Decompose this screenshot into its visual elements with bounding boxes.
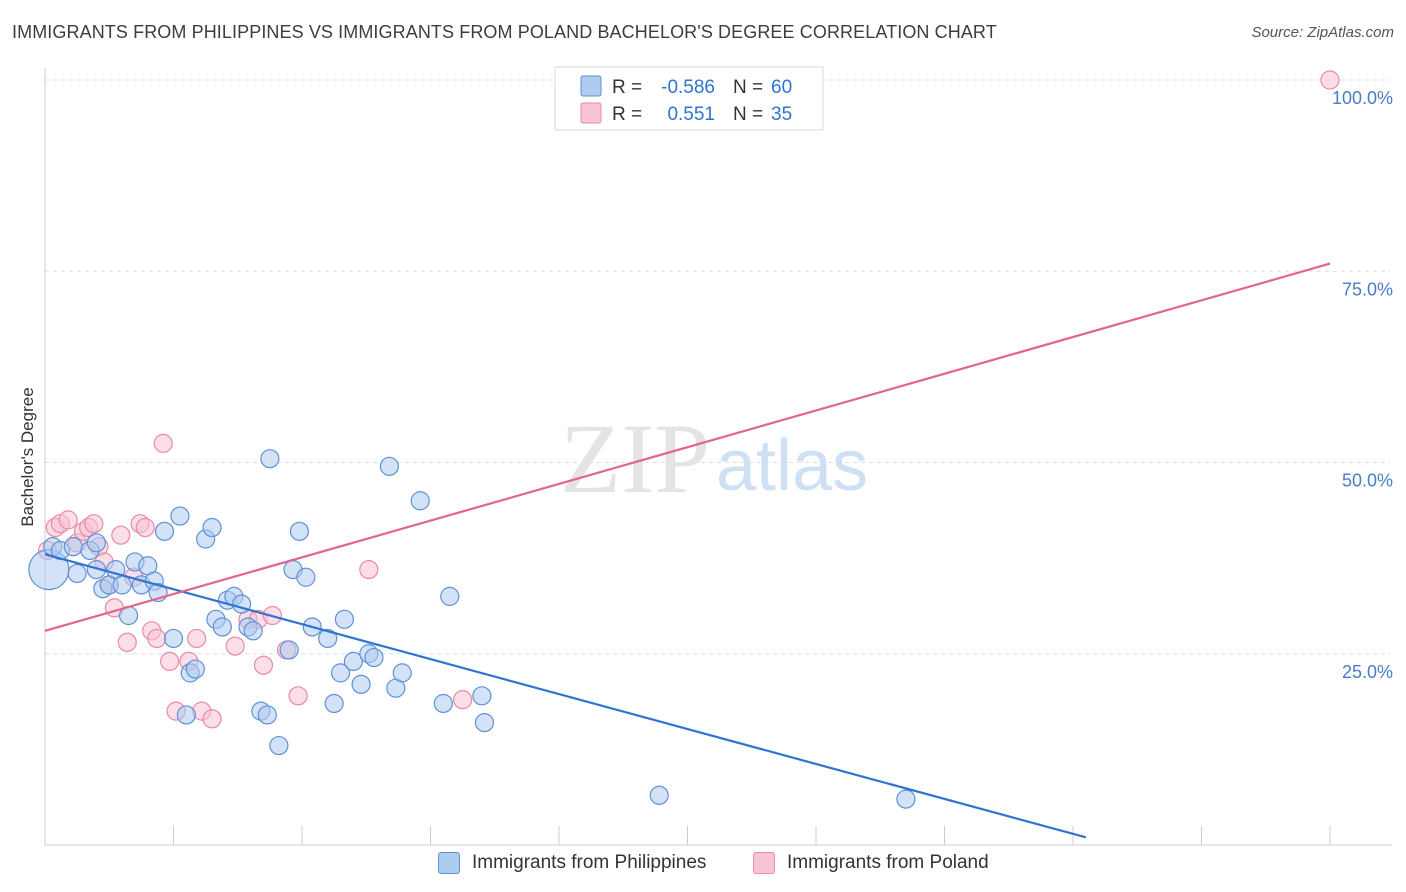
philippines-point	[170, 506, 190, 526]
stats-r-value: -0.586	[661, 77, 715, 98]
chart-title: IMMIGRANTS FROM PHILIPPINES VS IMMIGRANT…	[12, 22, 997, 42]
poland-point	[187, 628, 207, 649]
philippines-point	[296, 567, 316, 587]
philippines-point	[410, 491, 430, 511]
axes	[44, 68, 1392, 846]
source-credit: Source: ZipAtlas.com	[1251, 24, 1394, 41]
legend-item-philippines: Immigrants from Philippines	[438, 852, 706, 874]
y-tick-label: 50.0%	[1342, 471, 1393, 491]
y-tick-label: 75.0%	[1342, 279, 1393, 299]
poland-point	[147, 628, 167, 649]
legend-label-poland: Immigrants from Poland	[787, 852, 989, 873]
poland-point	[84, 514, 104, 534]
poland-points	[37, 70, 1340, 729]
philippines-point	[243, 621, 263, 641]
chart-canvas: ZIP atlas 25.0%50.0%75.0%100.0% 0.0%100.…	[18, 66, 1393, 846]
y-tick-label: 25.0%	[1342, 662, 1393, 682]
philippines-point	[379, 456, 399, 476]
legend-label-philippines: Immigrants from Philippines	[472, 852, 707, 873]
y-tick-labels: 25.0% 50.0% 75.0% 100.0%	[1332, 88, 1393, 682]
philippines-point	[112, 575, 132, 595]
philippines-point	[67, 563, 87, 584]
y-axis-label: Bachelor's Degree	[18, 387, 37, 526]
philippines-point	[63, 537, 83, 557]
legend-swatch-philippines	[438, 852, 460, 874]
philippines-point	[364, 647, 384, 668]
philippines-point	[212, 617, 232, 637]
philippines-point	[154, 521, 175, 541]
poland-point	[160, 651, 180, 672]
poland-point	[1320, 70, 1340, 90]
legend-item-poland: Immigrants from Poland	[753, 852, 989, 874]
legend-swatch-poland	[753, 852, 775, 874]
watermark-atlas: atlas	[716, 426, 868, 506]
poland-point	[117, 632, 137, 652]
stats-n-value: 60	[771, 77, 792, 98]
philippines-point	[649, 785, 669, 805]
poland-trend-line	[44, 262, 1331, 632]
stats-n-label: N =	[733, 77, 763, 98]
philippines-point	[257, 705, 277, 725]
philippines-point	[163, 628, 184, 649]
trend-lines	[44, 262, 1331, 839]
philippines-point	[289, 521, 310, 541]
poland-point	[288, 686, 308, 706]
philippines-point	[86, 533, 107, 553]
poland-point	[453, 690, 473, 710]
philippines-point	[896, 789, 916, 809]
poland-point	[111, 525, 131, 545]
stats-r-label: R =	[612, 104, 642, 125]
stats-r-value: 0.551	[667, 104, 715, 125]
poland-point	[253, 655, 274, 675]
philippines-point	[351, 674, 371, 694]
poland-point	[359, 559, 379, 580]
philippines-point	[334, 609, 355, 629]
philippines-point	[185, 659, 205, 679]
philippines-point	[343, 651, 363, 672]
stats-r-label: R =	[612, 77, 642, 98]
stats-swatch-philippines	[580, 75, 602, 97]
philippines-point	[176, 705, 196, 725]
stats-n-value: 35	[771, 104, 792, 125]
stats-swatch-poland	[580, 102, 602, 124]
watermark: ZIP atlas	[560, 403, 868, 514]
stats-n-label: N =	[733, 104, 763, 125]
poland-point	[153, 433, 173, 453]
philippines-point	[440, 586, 460, 606]
philippines-point	[202, 517, 222, 538]
gridlines	[45, 79, 1390, 655]
y-tick-label: 100.0%	[1332, 88, 1393, 108]
philippines-point	[324, 693, 344, 714]
poland-point	[58, 510, 78, 530]
philippines-point	[318, 628, 338, 649]
philippines-point	[279, 640, 299, 660]
poland-point	[135, 517, 155, 538]
watermark-zip: ZIP	[560, 403, 710, 514]
philippines-point	[330, 663, 351, 683]
stats-legend: R = -0.586 N = 60 R = 0.551 N = 35	[554, 66, 824, 131]
philippines-points	[28, 449, 916, 809]
philippines-point	[472, 686, 492, 706]
philippines-trend-line	[44, 553, 1087, 839]
poland-point	[202, 709, 222, 729]
philippines-point	[433, 693, 453, 714]
philippines-point	[392, 663, 412, 683]
philippines-point	[269, 735, 289, 756]
philippines-point	[474, 712, 495, 733]
poland-point	[225, 636, 245, 656]
series-legend: Immigrants from Philippines Immigrants f…	[0, 852, 1406, 878]
philippines-point	[260, 449, 280, 469]
